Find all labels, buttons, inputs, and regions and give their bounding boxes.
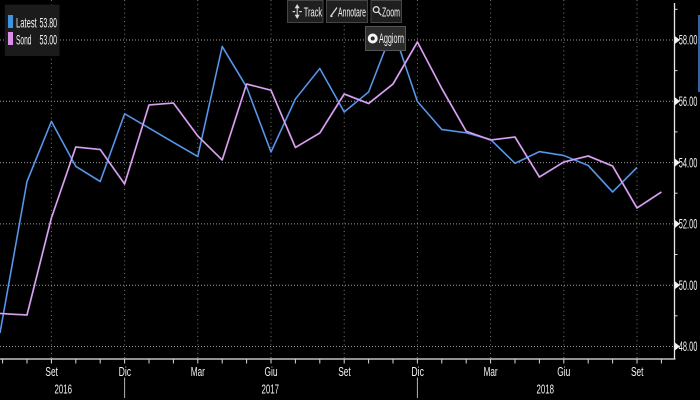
svg-text:Zoom: Zoom xyxy=(382,4,400,19)
svg-text:48.00: 48.00 xyxy=(679,339,698,354)
svg-text:Giu: Giu xyxy=(557,364,570,379)
svg-text:2017: 2017 xyxy=(262,382,280,397)
svg-text:Track: Track xyxy=(304,4,323,19)
svg-text:58.00: 58.00 xyxy=(679,33,698,48)
svg-text:Latest: Latest xyxy=(16,15,37,31)
svg-text:Dic: Dic xyxy=(119,364,132,379)
svg-text:53.80: 53.80 xyxy=(40,15,58,31)
svg-text:53.00: 53.00 xyxy=(40,32,58,48)
svg-text:54.00: 54.00 xyxy=(679,155,698,170)
svg-text:Mar: Mar xyxy=(191,364,205,379)
svg-text:Mar: Mar xyxy=(484,364,498,379)
svg-text:Set: Set xyxy=(45,364,58,379)
svg-text:2016: 2016 xyxy=(55,382,73,397)
svg-text:52.00: 52.00 xyxy=(679,217,698,232)
svg-text:Annotare: Annotare xyxy=(338,4,366,19)
svg-text:Aggiorn: Aggiorn xyxy=(379,31,404,46)
svg-text:Set: Set xyxy=(631,364,644,379)
svg-text:50.00: 50.00 xyxy=(679,278,698,293)
svg-text:Set: Set xyxy=(338,364,351,379)
svg-text:Sond: Sond xyxy=(16,32,32,48)
svg-text:Giu: Giu xyxy=(265,364,278,379)
svg-text:Dic: Dic xyxy=(411,364,424,379)
svg-text:56.00: 56.00 xyxy=(679,94,698,109)
svg-text:2018: 2018 xyxy=(537,382,555,397)
